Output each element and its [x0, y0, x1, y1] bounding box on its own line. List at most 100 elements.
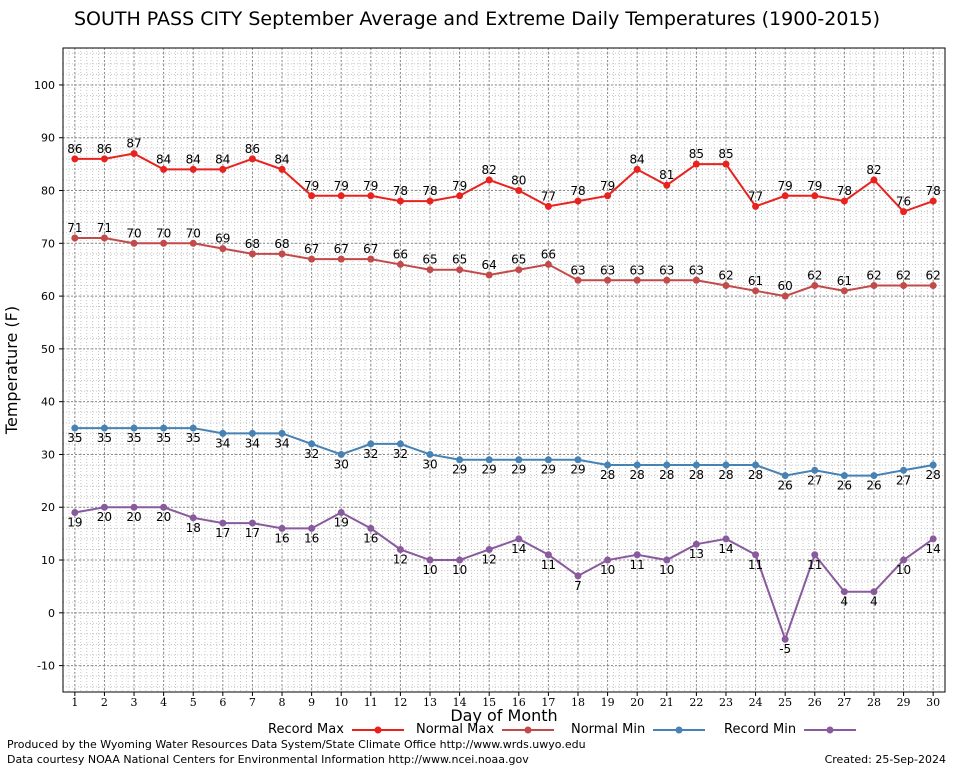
x-tick-label: 5: [190, 696, 197, 709]
data-label: 79: [334, 179, 349, 193]
data-point: [426, 450, 434, 458]
legend-record-max: Record Max: [268, 722, 406, 737]
series-line: [74, 237, 934, 298]
data-label: 62: [926, 269, 941, 283]
data-point: [633, 551, 641, 559]
data-label: 63: [630, 263, 645, 277]
data-label: 35: [126, 431, 141, 445]
data-label: 29: [541, 463, 556, 477]
data-point: [811, 192, 819, 200]
data-label: 68: [245, 237, 260, 251]
data-label: 28: [600, 468, 615, 482]
data-point: [811, 466, 819, 474]
data-label: 16: [304, 531, 319, 545]
data-point: [663, 181, 671, 189]
y-tick-label: 30: [41, 448, 55, 461]
data-label: 63: [600, 263, 615, 277]
y-tick-label: 40: [41, 396, 55, 409]
data-label: 81: [659, 168, 674, 182]
data-label: 30: [334, 457, 349, 471]
data-label: 26: [837, 479, 852, 493]
data-label: 27: [807, 473, 822, 487]
data-label: 62: [896, 269, 911, 283]
data-point: [337, 192, 345, 200]
x-tick-label: 27: [837, 696, 851, 709]
data-label: 79: [452, 179, 467, 193]
data-point: [456, 456, 464, 464]
data-label: 80: [511, 174, 526, 188]
data-label: 69: [215, 232, 230, 246]
data-point: [337, 450, 345, 458]
data-label: 19: [334, 516, 349, 530]
x-tick-label: 18: [571, 696, 585, 709]
data-point: [308, 255, 316, 263]
data-label: 19: [67, 516, 82, 530]
data-label: 35: [186, 431, 201, 445]
data-point: [219, 519, 227, 527]
data-label: 29: [570, 463, 585, 477]
data-point: [604, 461, 612, 469]
data-label: 70: [156, 226, 171, 240]
data-point: [870, 282, 878, 290]
data-point: [929, 197, 937, 205]
series-record-max: 86 86 87 84 84 84 86 84 79 79 79 78 78 79 82 80 77 78 79 84…: [67, 137, 941, 216]
data-label: 79: [600, 179, 615, 193]
x-axis-label: Day of Month: [450, 706, 557, 725]
data-label: 34: [215, 436, 230, 450]
data-label: 28: [689, 468, 704, 482]
data-point: [604, 192, 612, 200]
data-point: [515, 266, 523, 274]
x-tick-label: 16: [512, 696, 526, 709]
legend-record-min: Record Min: [724, 722, 858, 737]
data-label: 32: [393, 447, 408, 461]
data-point: [515, 456, 523, 464]
legend-label: Record Min: [724, 722, 797, 737]
data-point: [781, 635, 789, 643]
data-point: [130, 424, 138, 432]
legend-label: Normal Max: [416, 722, 495, 737]
data-label: 17: [245, 526, 260, 540]
data-point: [544, 260, 552, 268]
data-point: [248, 429, 256, 437]
data-label: 87: [126, 137, 141, 151]
y-tick-label: 60: [41, 290, 55, 303]
footer-created-date: Created: 25-Sep-2024: [824, 753, 946, 766]
data-point: [633, 165, 641, 173]
data-label: 28: [659, 468, 674, 482]
data-point: [485, 456, 493, 464]
data-point: [544, 202, 552, 210]
data-point: [752, 202, 760, 210]
data-point: [692, 461, 700, 469]
x-tick-label: 26: [808, 696, 822, 709]
data-point: [426, 266, 434, 274]
data-point: [485, 176, 493, 184]
data-point: [248, 250, 256, 258]
major-grid: [63, 48, 945, 692]
y-axis-ticks: -10 0 10 20 30 40 50 60 70 80 90 100: [34, 79, 63, 673]
data-label: 79: [304, 179, 319, 193]
data-point: [100, 424, 108, 432]
data-label: 34: [274, 436, 289, 450]
x-tick-label: 13: [423, 696, 437, 709]
data-label: 84: [186, 152, 201, 166]
data-label: 76: [896, 195, 911, 209]
series-record-min: 19 20 20 20 18 17 17 16 16 19 16 12 10 10 12 14 11 7 10 11 1…: [67, 503, 941, 656]
data-label: 29: [452, 463, 467, 477]
data-label: 29: [511, 463, 526, 477]
data-label: 61: [748, 274, 763, 288]
data-label: 79: [807, 179, 822, 193]
data-point: [722, 535, 730, 543]
data-point: [722, 461, 730, 469]
data-label: 78: [570, 184, 585, 198]
data-point: [870, 588, 878, 596]
data-point: [752, 551, 760, 559]
legend-label: Record Max: [268, 722, 344, 737]
data-point: [663, 276, 671, 284]
data-point: [840, 472, 848, 480]
data-label: 67: [334, 242, 349, 256]
x-tick-label: 9: [308, 696, 315, 709]
series-layer: 86 86 87 84 84 84 86 84 79 79 79 78 78 79 82 80 77 78 79 84…: [67, 137, 941, 657]
data-label: 63: [659, 263, 674, 277]
data-point: [781, 192, 789, 200]
data-label: 34: [245, 436, 260, 450]
